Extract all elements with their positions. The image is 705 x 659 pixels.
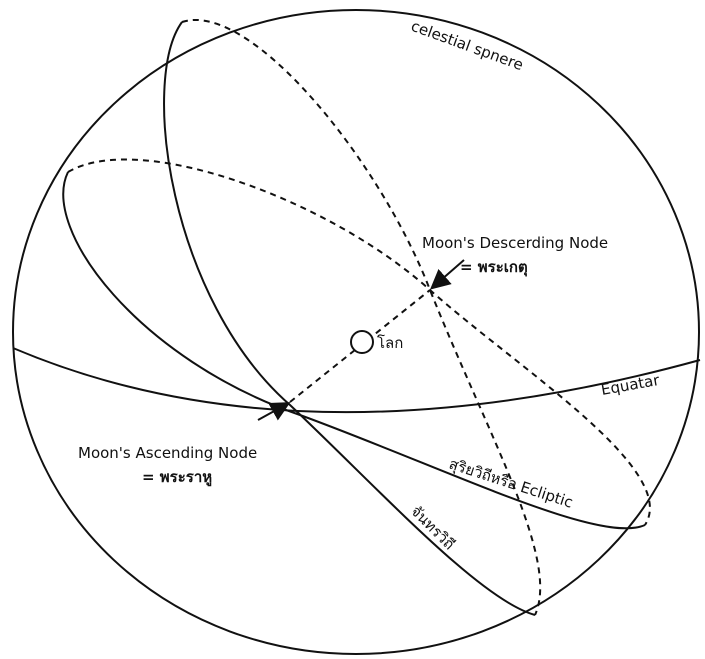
sphere-label: celestial spnere xyxy=(409,17,526,74)
earth xyxy=(351,331,373,353)
equator-label: Equatar xyxy=(600,371,662,399)
earth-label: โลก xyxy=(377,334,403,352)
arrow xyxy=(258,404,287,420)
moon-orbit-label: จันทรวิถี xyxy=(407,502,458,553)
moon-orbit-front xyxy=(164,22,535,615)
moon-orbit-back xyxy=(182,20,540,615)
ascending-node-thai: = พระราหู xyxy=(142,468,212,487)
diagram: celestial spnere Moon's Descerding Node … xyxy=(0,0,705,659)
ascending-node-label: Moon's Ascending Node xyxy=(78,444,257,462)
descending-node-thai: = พระเกตุ xyxy=(460,258,528,277)
equator-line xyxy=(13,348,700,412)
ecliptic-label: สุริยวิถีหรือ Ecliptic xyxy=(446,455,575,513)
descending-node-label: Moon's Descerding Node xyxy=(422,234,608,252)
